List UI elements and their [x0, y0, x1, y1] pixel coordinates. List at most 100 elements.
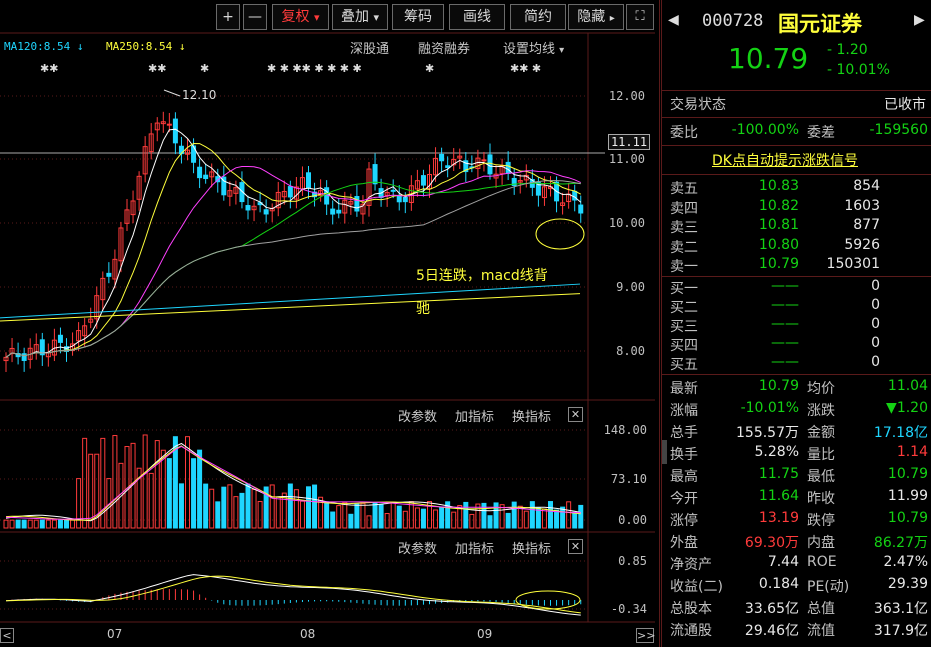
shengutong-button[interactable]: 深股通 [350, 42, 390, 57]
event-marker[interactable]: ✱ [425, 62, 435, 75]
macd-params-button[interactable]: 改参数 [398, 542, 438, 557]
ask-row: 卖五 10.83 854 [662, 178, 931, 199]
stat-value: 11.99 [887, 488, 928, 504]
candle [427, 173, 432, 190]
dea-line [5, 575, 581, 614]
candle [197, 166, 203, 179]
stat-label: 流值 [807, 623, 835, 639]
diejia-dropdown[interactable]: 叠加 ▾ [332, 4, 388, 30]
volume-bar [257, 501, 263, 529]
volume-bar [402, 510, 408, 529]
volume-bar [560, 506, 566, 529]
stat-label: 涨跌 [807, 403, 835, 419]
yincang-button[interactable]: 隐藏 ▸ [568, 4, 624, 30]
volume-bar [360, 502, 366, 529]
fullscreen-icon[interactable]: ⛶ [626, 4, 654, 30]
volume-bar [185, 436, 190, 529]
scroll-right-button[interactable]: >> [636, 628, 656, 643]
volume-bar [396, 505, 402, 529]
kline-chart[interactable] [0, 0, 660, 647]
ask-row: 卖三 10.81 877 [662, 217, 931, 238]
price-change-pct: - 10.01% [827, 62, 890, 78]
macd-axis-label: 0.85 [618, 554, 647, 568]
weibi-row: 委比 -100.00% 委差 -159560 [662, 122, 931, 143]
rongzi-button[interactable]: 融资融券 [418, 42, 471, 57]
stat-label: 最低 [807, 469, 835, 485]
volume-bar [197, 449, 203, 529]
ma-settings-dropdown[interactable]: 设置均线 ▾ [503, 38, 564, 57]
event-marker[interactable]: ✱ ✱ ✱✱ ✱ ✱ ✱ ✱ [267, 62, 362, 75]
zoom-in-button[interactable]: + [216, 4, 240, 30]
stat-label: 最新 [670, 381, 698, 397]
chouma-button[interactable]: 筹码 [392, 4, 444, 30]
volume-bar [463, 501, 469, 529]
dif-line [5, 574, 581, 616]
huaxian-button[interactable]: 画线 [449, 4, 505, 30]
jianyue-button[interactable]: 简约 [510, 4, 566, 30]
volume-bar [318, 496, 324, 529]
yincang-label: 隐藏 [577, 9, 606, 25]
volume-bar [21, 519, 27, 529]
stat-label: 昨收 [807, 491, 835, 507]
stat-row: 最高 11.75 最低 10.79 [662, 466, 931, 487]
bid-price: —— [771, 354, 799, 370]
volume-axis-label: 0.00 [618, 513, 647, 527]
ask-price: 10.81 [758, 217, 799, 233]
event-marker[interactable]: ✱ [200, 62, 210, 75]
last-price: 10.79 [728, 42, 809, 75]
candle [263, 209, 269, 215]
candle [578, 204, 584, 214]
bid-volume: 0 [871, 278, 880, 294]
zoom-out-button[interactable]: — [243, 4, 267, 30]
stat-value: 155.57万 [736, 425, 799, 441]
stat-row: 换手 5.28% 量比 1.14 [662, 444, 931, 465]
stat-label: 总值 [807, 601, 835, 617]
ask-level-label: 卖二 [670, 239, 698, 256]
volume-bar [299, 500, 305, 529]
volume-bar [51, 519, 57, 529]
volume-bar [275, 496, 281, 529]
candle [203, 174, 209, 180]
chart-area[interactable]: + — 复权 ▾ 叠加 ▾ 筹码 画线 简约 隐藏 ▸ ⛶ MA120:8.54… [0, 0, 660, 647]
volume-bar [535, 507, 541, 529]
close-icon[interactable]: ✕ [568, 407, 583, 422]
volume-bar [445, 501, 451, 529]
ask-price: 10.80 [758, 236, 799, 253]
candle [209, 171, 215, 178]
fuquan-dropdown[interactable]: 复权 ▾ [272, 4, 329, 30]
ask-volume: 5926 [844, 236, 880, 253]
ask-row: 卖四 10.82 1603 [662, 198, 931, 219]
volume-bar [414, 507, 420, 529]
candle [433, 157, 439, 176]
volume-params-button[interactable]: 改参数 [398, 410, 438, 425]
panel-collapse-handle[interactable] [662, 440, 667, 464]
stat-row: 收益(二) 0.184 PE(动) 29.39 [662, 576, 931, 597]
scroll-left-button[interactable]: < [0, 628, 14, 643]
macd-add-indicator-button[interactable]: 加指标 [455, 542, 495, 557]
candle [336, 209, 342, 214]
close-icon[interactable]: ✕ [568, 539, 583, 554]
prev-stock-icon[interactable]: ◀ [668, 12, 679, 28]
candle [330, 208, 336, 215]
volume-bar [469, 513, 475, 529]
event-marker[interactable]: ✱✱ ✱ [510, 62, 542, 75]
volume-bar [578, 504, 584, 529]
candle [306, 172, 311, 189]
stat-label: 最高 [670, 469, 698, 485]
volume-bar [112, 435, 118, 529]
stat-value: 2.47% [883, 554, 928, 570]
volume-bar [227, 484, 233, 529]
candle [420, 175, 426, 186]
next-stock-icon[interactable]: ▶ [914, 12, 925, 28]
ask-row: 卖二 10.80 5926 [662, 237, 931, 258]
weicha-label: 委差 [807, 125, 835, 141]
macd-switch-indicator-button[interactable]: 换指标 [512, 542, 552, 557]
stat-value: 317.9亿 [873, 623, 928, 639]
dk-signal-link[interactable]: DK点自动提示涨跌信号 [712, 153, 858, 169]
event-marker[interactable]: ✱✱ [40, 62, 59, 75]
volume-switch-indicator-button[interactable]: 换指标 [512, 410, 552, 425]
stat-value: 69.30万 [744, 535, 799, 551]
stat-row: 今开 11.64 昨收 11.99 [662, 488, 931, 509]
volume-add-indicator-button[interactable]: 加指标 [455, 410, 495, 425]
event-marker[interactable]: ✱✱ [148, 62, 167, 75]
